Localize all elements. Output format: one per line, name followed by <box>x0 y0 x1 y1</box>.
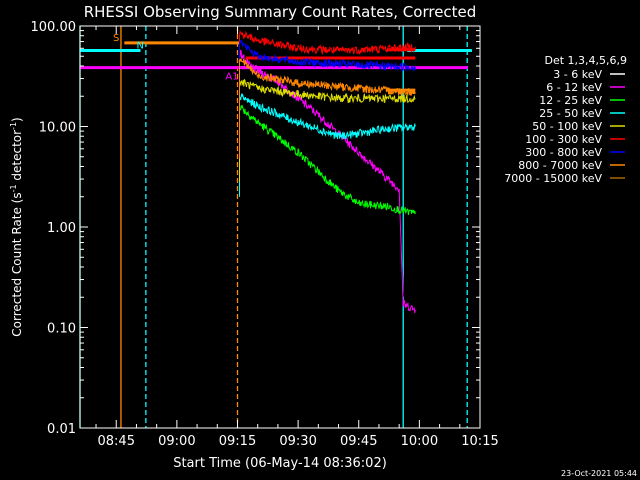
legend-label: 800 - 7000 keV <box>518 159 602 172</box>
legend-label: 50 - 100 keV <box>532 120 602 133</box>
x-tick-label: 09:30 <box>279 434 316 449</box>
annotation-label: A1 <box>225 72 238 83</box>
series-line-25-50-kev <box>239 93 416 197</box>
annotation-label: S <box>113 33 119 44</box>
x-tick-label: 09:15 <box>219 434 256 449</box>
legend-label: 100 - 300 keV <box>525 133 602 146</box>
legend-title: Det 1,3,4,5,6,9 <box>544 54 627 67</box>
y-tick-label: 100.00 <box>31 20 77 35</box>
series-line-100-300-kev <box>239 29 416 134</box>
chart-title: RHESSI Observing Summary Count Rates, Co… <box>84 3 477 21</box>
footer-date: 23-Oct-2021 05:44 <box>561 469 637 478</box>
y-axis-label: Corrected Count Rate (s-1 detector-1) <box>9 117 24 336</box>
y-axis-label-close: ) <box>10 117 24 122</box>
legend-label: 3 - 6 keV <box>553 68 602 81</box>
y-axis-label-main: Corrected Count Rate (s <box>10 192 24 336</box>
y-tick-label: 0.10 <box>47 322 76 337</box>
x-tick-label: 09:00 <box>158 434 195 449</box>
x-tick-label: 10:15 <box>461 434 498 449</box>
x-tick-label: 09:45 <box>340 434 377 449</box>
y-axis-label-sup-2: -1 <box>9 122 18 130</box>
y-axis-label-tail: detector <box>10 130 24 185</box>
y-axis-label-sup-1: -1 <box>9 184 18 192</box>
y-tick-label: 0.01 <box>47 422 76 437</box>
x-axis-label: Start Time (06-May-14 08:36:02) <box>173 456 387 471</box>
legend-label: 12 - 25 keV <box>539 94 602 107</box>
y-tick-label: 10.00 <box>39 121 76 136</box>
x-tick-label: 10:00 <box>401 434 438 449</box>
legend-label: 6 - 12 keV <box>546 81 602 94</box>
x-tick-label: 08:45 <box>98 434 135 449</box>
legend-label: 300 - 800 keV <box>525 146 602 159</box>
series-line-3-6-kev <box>239 87 412 297</box>
series-line-800-7000-kev <box>239 58 416 159</box>
y-axis: 0.01 0.10 1.00 10.00 100.00 <box>31 20 480 437</box>
series-line-300-800-kev <box>239 39 416 143</box>
legend-label: 7000 - 15000 keV <box>504 172 602 185</box>
series-line-12-25-kev <box>239 104 416 215</box>
legend-label: 25 - 50 keV <box>539 107 602 120</box>
x-axis: 08:45 09:00 09:15 09:30 09:45 10:00 10:15 <box>95 26 499 449</box>
annotation-label: N <box>136 41 143 52</box>
series-line-50-100-kev <box>239 78 416 183</box>
y-tick-label: 1.00 <box>47 221 76 236</box>
